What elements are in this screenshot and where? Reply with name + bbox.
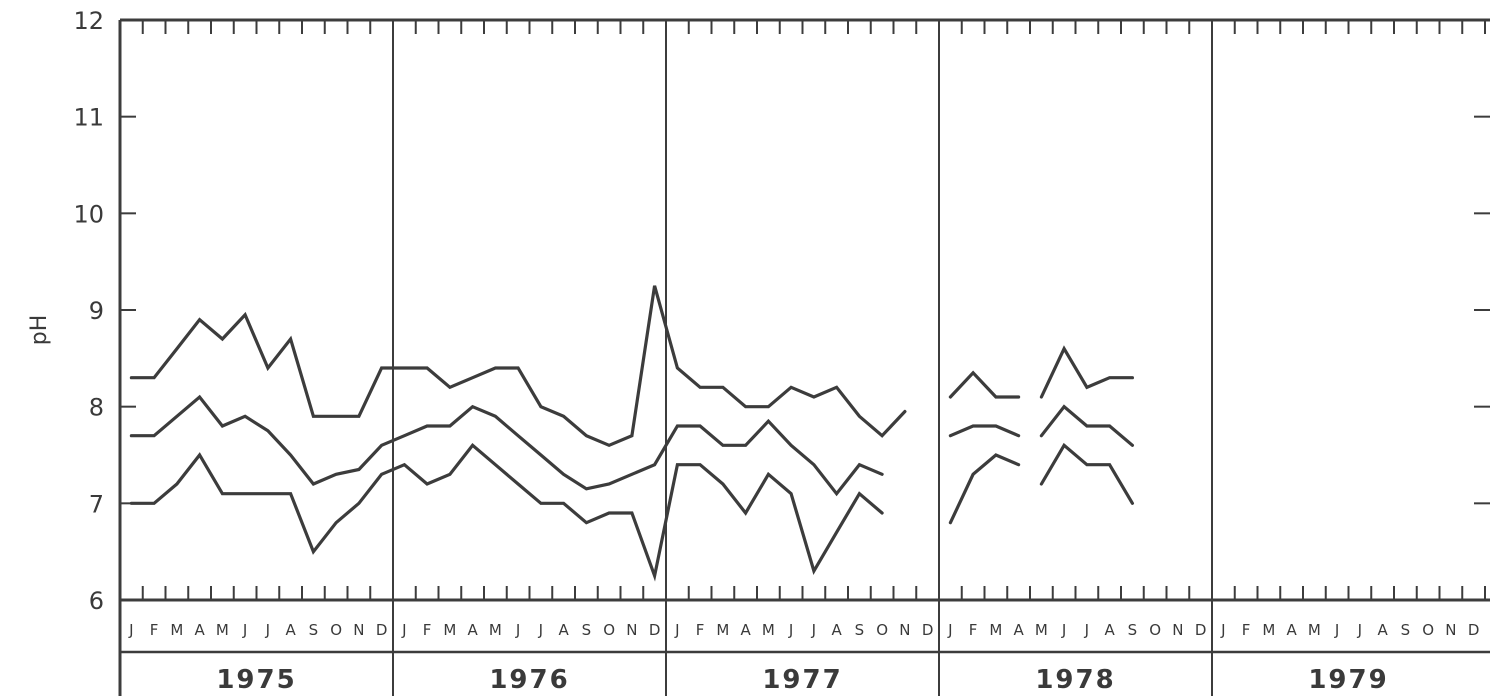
month-label: M (1308, 621, 1321, 639)
month-label: F (969, 621, 978, 639)
month-label: F (423, 621, 432, 639)
y-axis-label: pH (27, 315, 52, 346)
y-tick-label: 12 (73, 7, 104, 35)
month-label: S (1401, 621, 1411, 639)
month-label: N (1172, 621, 1183, 639)
month-label: D (376, 621, 388, 639)
month-label: J (1220, 621, 1225, 639)
series-1-segment-2 (948, 370, 1021, 399)
month-label: A (1377, 621, 1388, 639)
series-1-segment-3 (1039, 345, 1135, 399)
month-label: A (467, 621, 478, 639)
month-label: A (831, 621, 842, 639)
month-label: J (1061, 621, 1066, 639)
month-label: M (216, 621, 229, 639)
year-label: 1976 (489, 665, 569, 695)
month-label: D (1195, 621, 1207, 639)
month-label: D (922, 621, 934, 639)
y-tick-label: 10 (73, 200, 104, 228)
month-label: J (1357, 621, 1362, 639)
y-tick-label: 11 (73, 104, 104, 132)
year-label: 1975 (216, 665, 296, 695)
month-label: N (353, 621, 364, 639)
month-label: O (876, 621, 888, 639)
y-tick-labels: 6 7 8 9 10 11 12 (73, 7, 104, 615)
month-label: A (285, 621, 296, 639)
year-label: 1979 (1308, 665, 1388, 695)
month-label: J (1334, 621, 1339, 639)
month-label: M (1262, 621, 1275, 639)
month-label: O (603, 621, 615, 639)
month-label: A (1013, 621, 1024, 639)
month-label: M (1035, 621, 1048, 639)
month-label: N (1445, 621, 1456, 639)
month-label: A (740, 621, 751, 639)
year-label: 1977 (762, 665, 842, 695)
y-tick-label: 9 (89, 297, 104, 325)
year-label: 1978 (1035, 665, 1115, 695)
month-label: J (242, 621, 247, 639)
month-label: A (1286, 621, 1297, 639)
tick-marks (119, 19, 1490, 601)
month-label: J (538, 621, 543, 639)
month-label: J (947, 621, 952, 639)
series-lines (129, 285, 1135, 582)
series-3-segment-1 (129, 443, 884, 582)
month-label: J (515, 621, 520, 639)
month-label: A (1104, 621, 1115, 639)
month-label: O (1149, 621, 1161, 639)
y-tick-label: 7 (89, 490, 104, 518)
month-label: J (265, 621, 270, 639)
month-label: F (150, 621, 159, 639)
month-label: J (128, 621, 133, 639)
series-2-segment-2 (948, 424, 1021, 438)
series-2-segment-3 (1039, 404, 1135, 447)
month-label: S (1128, 621, 1138, 639)
month-label: J (788, 621, 793, 639)
month-label: M (716, 621, 729, 639)
month-label: M (989, 621, 1002, 639)
series-2-segment-1 (129, 394, 884, 497)
month-label: M (443, 621, 456, 639)
month-label: N (626, 621, 637, 639)
month-label: D (649, 621, 661, 639)
month-label: J (1084, 621, 1089, 639)
year-labels: 1975 1976 1977 1978 1979 (216, 665, 1388, 695)
month-label: M (170, 621, 183, 639)
month-label: A (194, 621, 205, 639)
y-tick-label: 8 (89, 394, 104, 422)
month-label: A (558, 621, 569, 639)
series-3-segment-3 (1039, 442, 1135, 505)
month-label: J (401, 621, 406, 639)
month-label: S (855, 621, 865, 639)
month-label: M (762, 621, 775, 639)
series-3-segment-2 (948, 453, 1021, 525)
y-tick-label: 6 (89, 587, 104, 615)
month-label: S (309, 621, 319, 639)
month-label: F (696, 621, 705, 639)
month-label: F (1242, 621, 1251, 639)
month-label: O (1422, 621, 1434, 639)
month-label: J (811, 621, 816, 639)
month-label: O (330, 621, 342, 639)
month-label: J (674, 621, 679, 639)
month-label: N (899, 621, 910, 639)
month-label: D (1468, 621, 1480, 639)
month-label: S (582, 621, 592, 639)
month-label: M (489, 621, 502, 639)
series-1-segment-1 (129, 285, 907, 448)
